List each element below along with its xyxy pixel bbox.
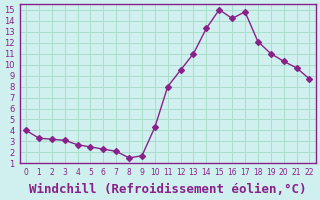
X-axis label: Windchill (Refroidissement éolien,°C): Windchill (Refroidissement éolien,°C): [29, 183, 307, 196]
